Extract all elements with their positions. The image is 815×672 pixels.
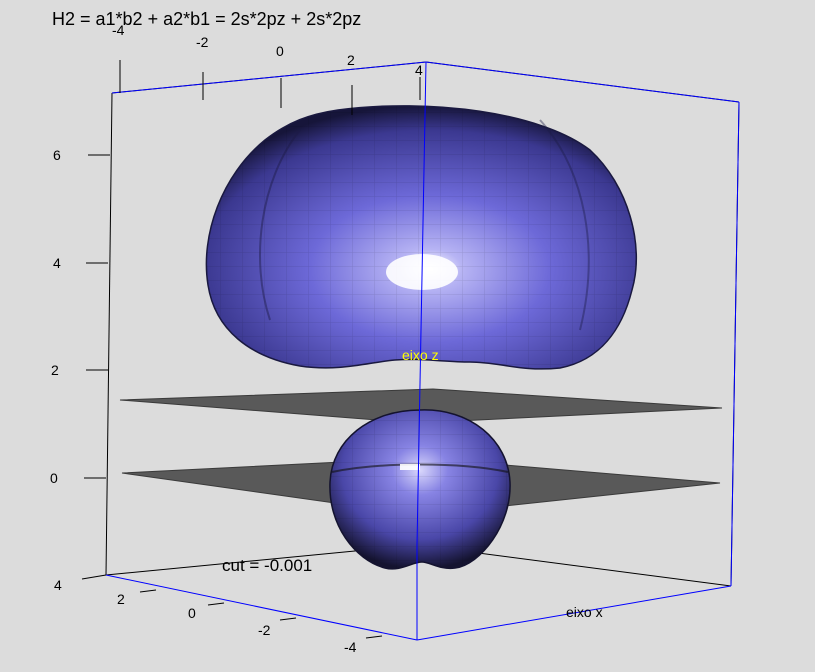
- cutting-plane-upper: [119, 388, 723, 424]
- top-tick-label: -2: [196, 34, 209, 50]
- z-tick-label: 2: [51, 362, 59, 378]
- bottom-tick-label: 2: [117, 591, 125, 607]
- bottom-tick-label: 0: [188, 605, 196, 621]
- bottom-tick-label: -2: [258, 622, 271, 638]
- z-tick-label: 4: [53, 255, 61, 271]
- bottom-axis-labels: 4 2 0 -2 -4: [54, 577, 357, 655]
- top-tick-label: 0: [276, 43, 284, 59]
- x-axis-name: eixo x: [566, 604, 603, 620]
- top-axis-labels: -4 -2 0 2 4: [112, 22, 423, 78]
- z-axis-labels: 6 4 2 0: [50, 147, 61, 486]
- bottom-axis-ticks: [81, 574, 383, 639]
- z-axis-ticks: [84, 154, 110, 479]
- bottom-tick-label: 4: [54, 577, 62, 593]
- z-tick-label: 6: [53, 147, 61, 163]
- top-tick-label: 4: [415, 62, 423, 78]
- lower-lobe-surface: [329, 409, 511, 570]
- box-front-edges: [105, 61, 740, 641]
- bottom-tick-label: -4: [344, 639, 357, 655]
- top-tick-label: 2: [347, 52, 355, 68]
- z-tick-label: 0: [50, 470, 58, 486]
- top-tick-label: -4: [112, 22, 125, 38]
- cut-annotation: cut = -0.001: [222, 556, 312, 575]
- top-axis: [119, 60, 421, 115]
- chart-title: H2 = a1*b2 + a2*b1 = 2s*2pz + 2s*2pz: [52, 9, 361, 29]
- z-axis-name: eixo z: [402, 347, 439, 363]
